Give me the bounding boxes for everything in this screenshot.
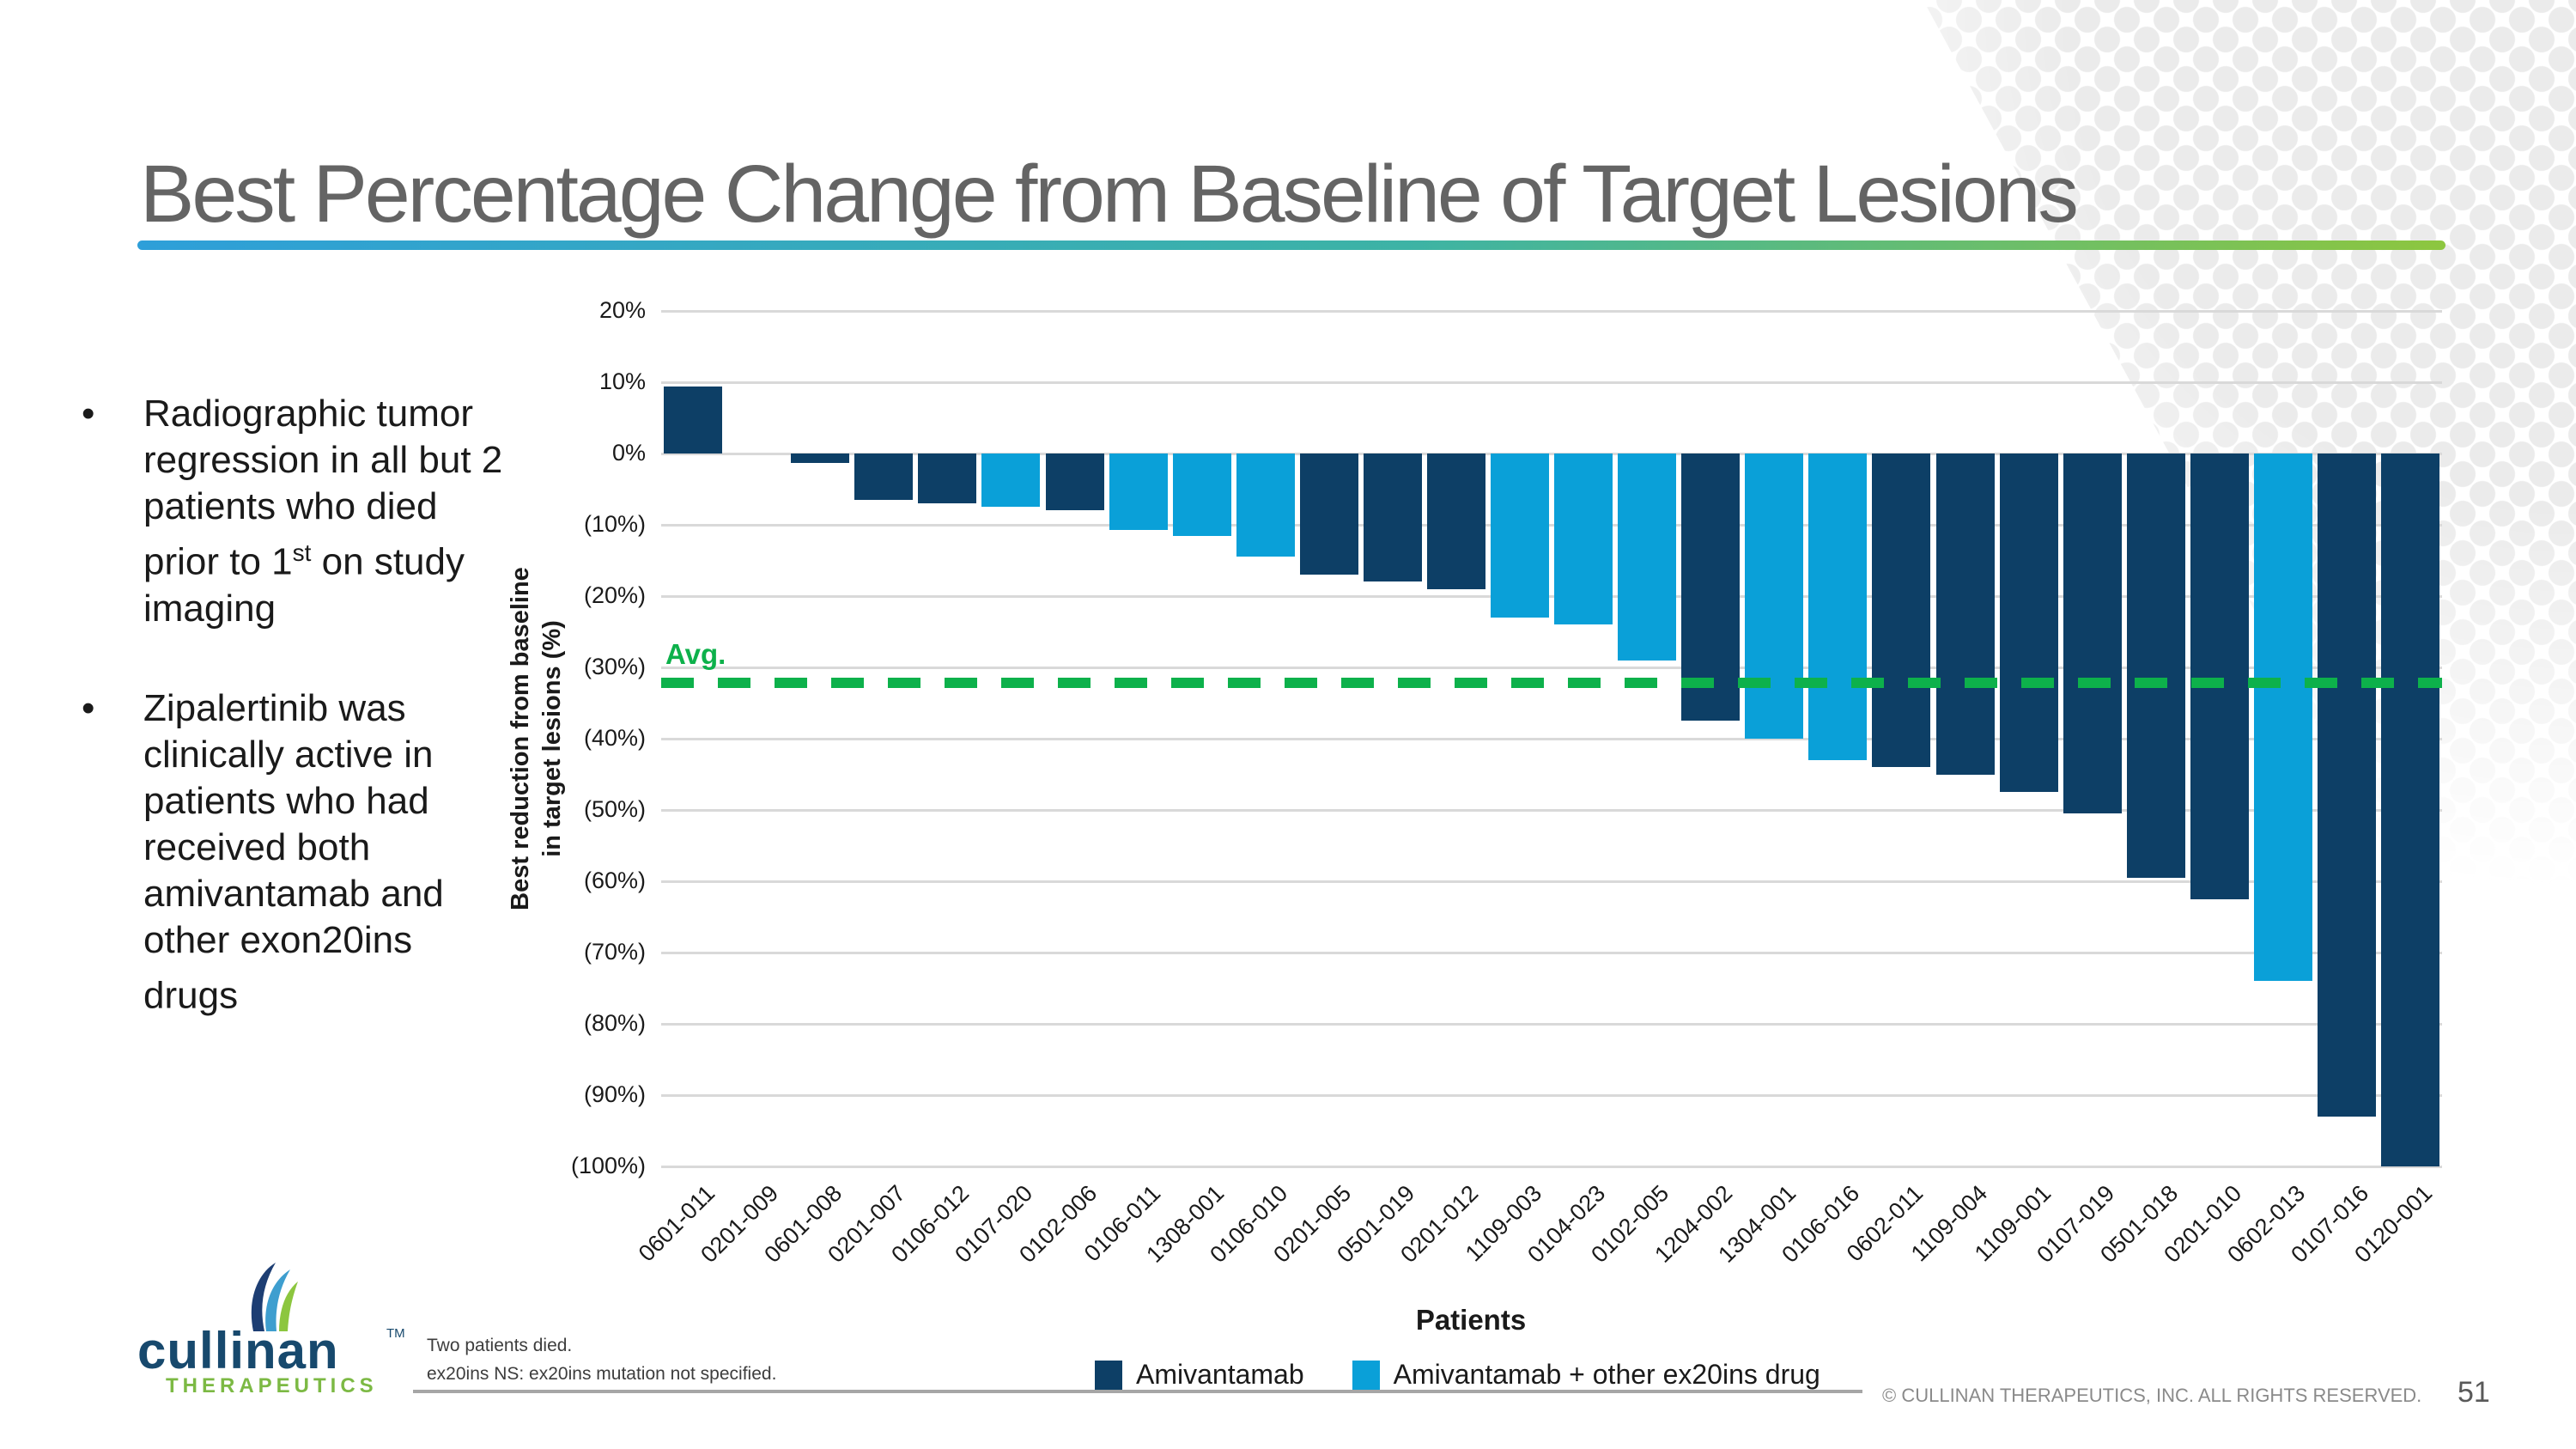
bar-0104-023 — [1554, 454, 1613, 625]
bar-1304-001 — [1745, 454, 1804, 739]
gridline — [661, 1023, 2442, 1026]
bar-0501-018 — [2126, 454, 2185, 878]
legend-swatch-light-blue — [1352, 1360, 1380, 1390]
bullet-text-after: on study imaging — [143, 540, 465, 630]
gridline — [661, 1166, 2442, 1168]
bullet-list: • Radiographic tumor regression in all b… — [82, 391, 511, 1072]
legend-label: Amivantamab — [1136, 1359, 1304, 1390]
bar-0201-007 — [854, 454, 914, 500]
bullet-superscript: st — [292, 539, 312, 566]
legend-swatch-dark-blue — [1095, 1360, 1122, 1390]
logo-wordmark: cullinan — [137, 1322, 339, 1379]
bar-1204-002 — [1681, 454, 1741, 721]
logo-trademark: TM — [386, 1326, 405, 1341]
average-line-label: Avg. — [665, 638, 726, 670]
y-tick-label: 10% — [598, 368, 646, 394]
footnote-line1: Two patients died. — [427, 1336, 573, 1355]
footnote: Two patients died. ex20ins NS: ex20ins m… — [427, 1331, 776, 1388]
y-tick-label: (70%) — [583, 939, 646, 965]
y-tick-label: (40%) — [583, 725, 646, 751]
bar-0107-019 — [2063, 454, 2122, 814]
copyright-text: © CULLINAN THERAPEUTICS, INC. ALL RIGHTS… — [1882, 1385, 2422, 1406]
bar-1109-001 — [1999, 454, 2058, 793]
gridline — [661, 952, 2442, 954]
gridline — [661, 809, 2442, 812]
footnote-line2: ex20ins NS: ex20ins mutation not specifi… — [427, 1364, 777, 1384]
legend-item-amivantamab: Amivantamab — [1095, 1359, 1304, 1391]
list-item: • Zipalertinib was clinically active in … — [82, 685, 511, 1020]
bar-1308-001 — [1172, 454, 1231, 537]
legend-label: Amivantamab + other ex20ins drug — [1393, 1359, 1820, 1390]
cullinan-logo: cullinan TM THERAPEUTICS — [133, 1261, 425, 1433]
bar-0106-010 — [1236, 454, 1295, 557]
gridline — [661, 595, 2442, 598]
gridline — [661, 1094, 2442, 1097]
bullet-text: Radiographic tumor regression in all but… — [143, 391, 504, 632]
gridline — [661, 880, 2442, 883]
gridline — [661, 738, 2442, 740]
bar-0102-006 — [1045, 454, 1104, 511]
gridline — [661, 667, 2442, 669]
bar-1109-004 — [1935, 454, 1995, 775]
title-underline — [137, 240, 2445, 250]
bar-0501-019 — [1363, 454, 1422, 582]
gridline — [661, 310, 2442, 313]
legend-item-combo: Amivantamab + other ex20ins drug — [1352, 1359, 1820, 1391]
bar-0602-011 — [1872, 454, 1931, 768]
logo-subtitle: THERAPEUTICS — [166, 1374, 378, 1397]
y-tick-label: (50%) — [583, 796, 646, 822]
bar-0107-020 — [981, 454, 1041, 508]
page-title: Best Percentage Change from Baseline of … — [140, 149, 2079, 240]
chart-legend: Amivantamab Amivantamab + other ex20ins … — [1095, 1359, 1868, 1391]
average-line — [661, 678, 2442, 688]
page-number: 51 — [2458, 1376, 2490, 1409]
y-tick-label: (20%) — [583, 582, 646, 608]
bar-0120-001 — [2381, 454, 2439, 1166]
bullet-text-before: Radiographic tumor regression in all but… — [143, 393, 503, 583]
bullet-marker: • — [82, 393, 95, 435]
y-tick-label: 20% — [598, 297, 646, 323]
gridline — [661, 453, 2442, 455]
bar-0106-012 — [918, 454, 977, 504]
y-tick-label: 0% — [611, 440, 646, 466]
gridline — [661, 381, 2442, 384]
bar-1109-003 — [1491, 454, 1549, 618]
bar-0602-013 — [2253, 454, 2312, 982]
x-axis-title: Patients — [1415, 1304, 1527, 1336]
bar-0107-016 — [2317, 454, 2376, 1117]
bar-0601-008 — [791, 454, 850, 463]
bar-0201-010 — [2190, 454, 2249, 899]
list-item: • Radiographic tumor regression in all b… — [82, 391, 511, 632]
bar-0106-016 — [1808, 454, 1868, 760]
footer-divider — [413, 1390, 1862, 1393]
leaf-icon — [251, 1263, 298, 1331]
bar-0102-005 — [1618, 454, 1677, 661]
bar-0201-012 — [1426, 454, 1485, 589]
y-tick-label: (60%) — [583, 868, 646, 893]
bar-0601-011 — [664, 387, 722, 454]
bullet-marker: • — [82, 686, 95, 729]
y-tick-label: (100%) — [570, 1153, 646, 1178]
y-tick-label: (90%) — [583, 1081, 646, 1107]
y-tick-label: (10%) — [583, 511, 646, 537]
y-tick-label: (30%) — [583, 654, 646, 679]
bullet-text-before: Zipalertinib was clinically active in pa… — [143, 686, 444, 1017]
bar-0201-005 — [1299, 454, 1358, 575]
bullet-text: Zipalertinib was clinically active in pa… — [143, 685, 504, 1020]
bar-0106-011 — [1109, 454, 1168, 530]
gridline — [661, 524, 2442, 527]
y-tick-label: (80%) — [583, 1010, 646, 1036]
